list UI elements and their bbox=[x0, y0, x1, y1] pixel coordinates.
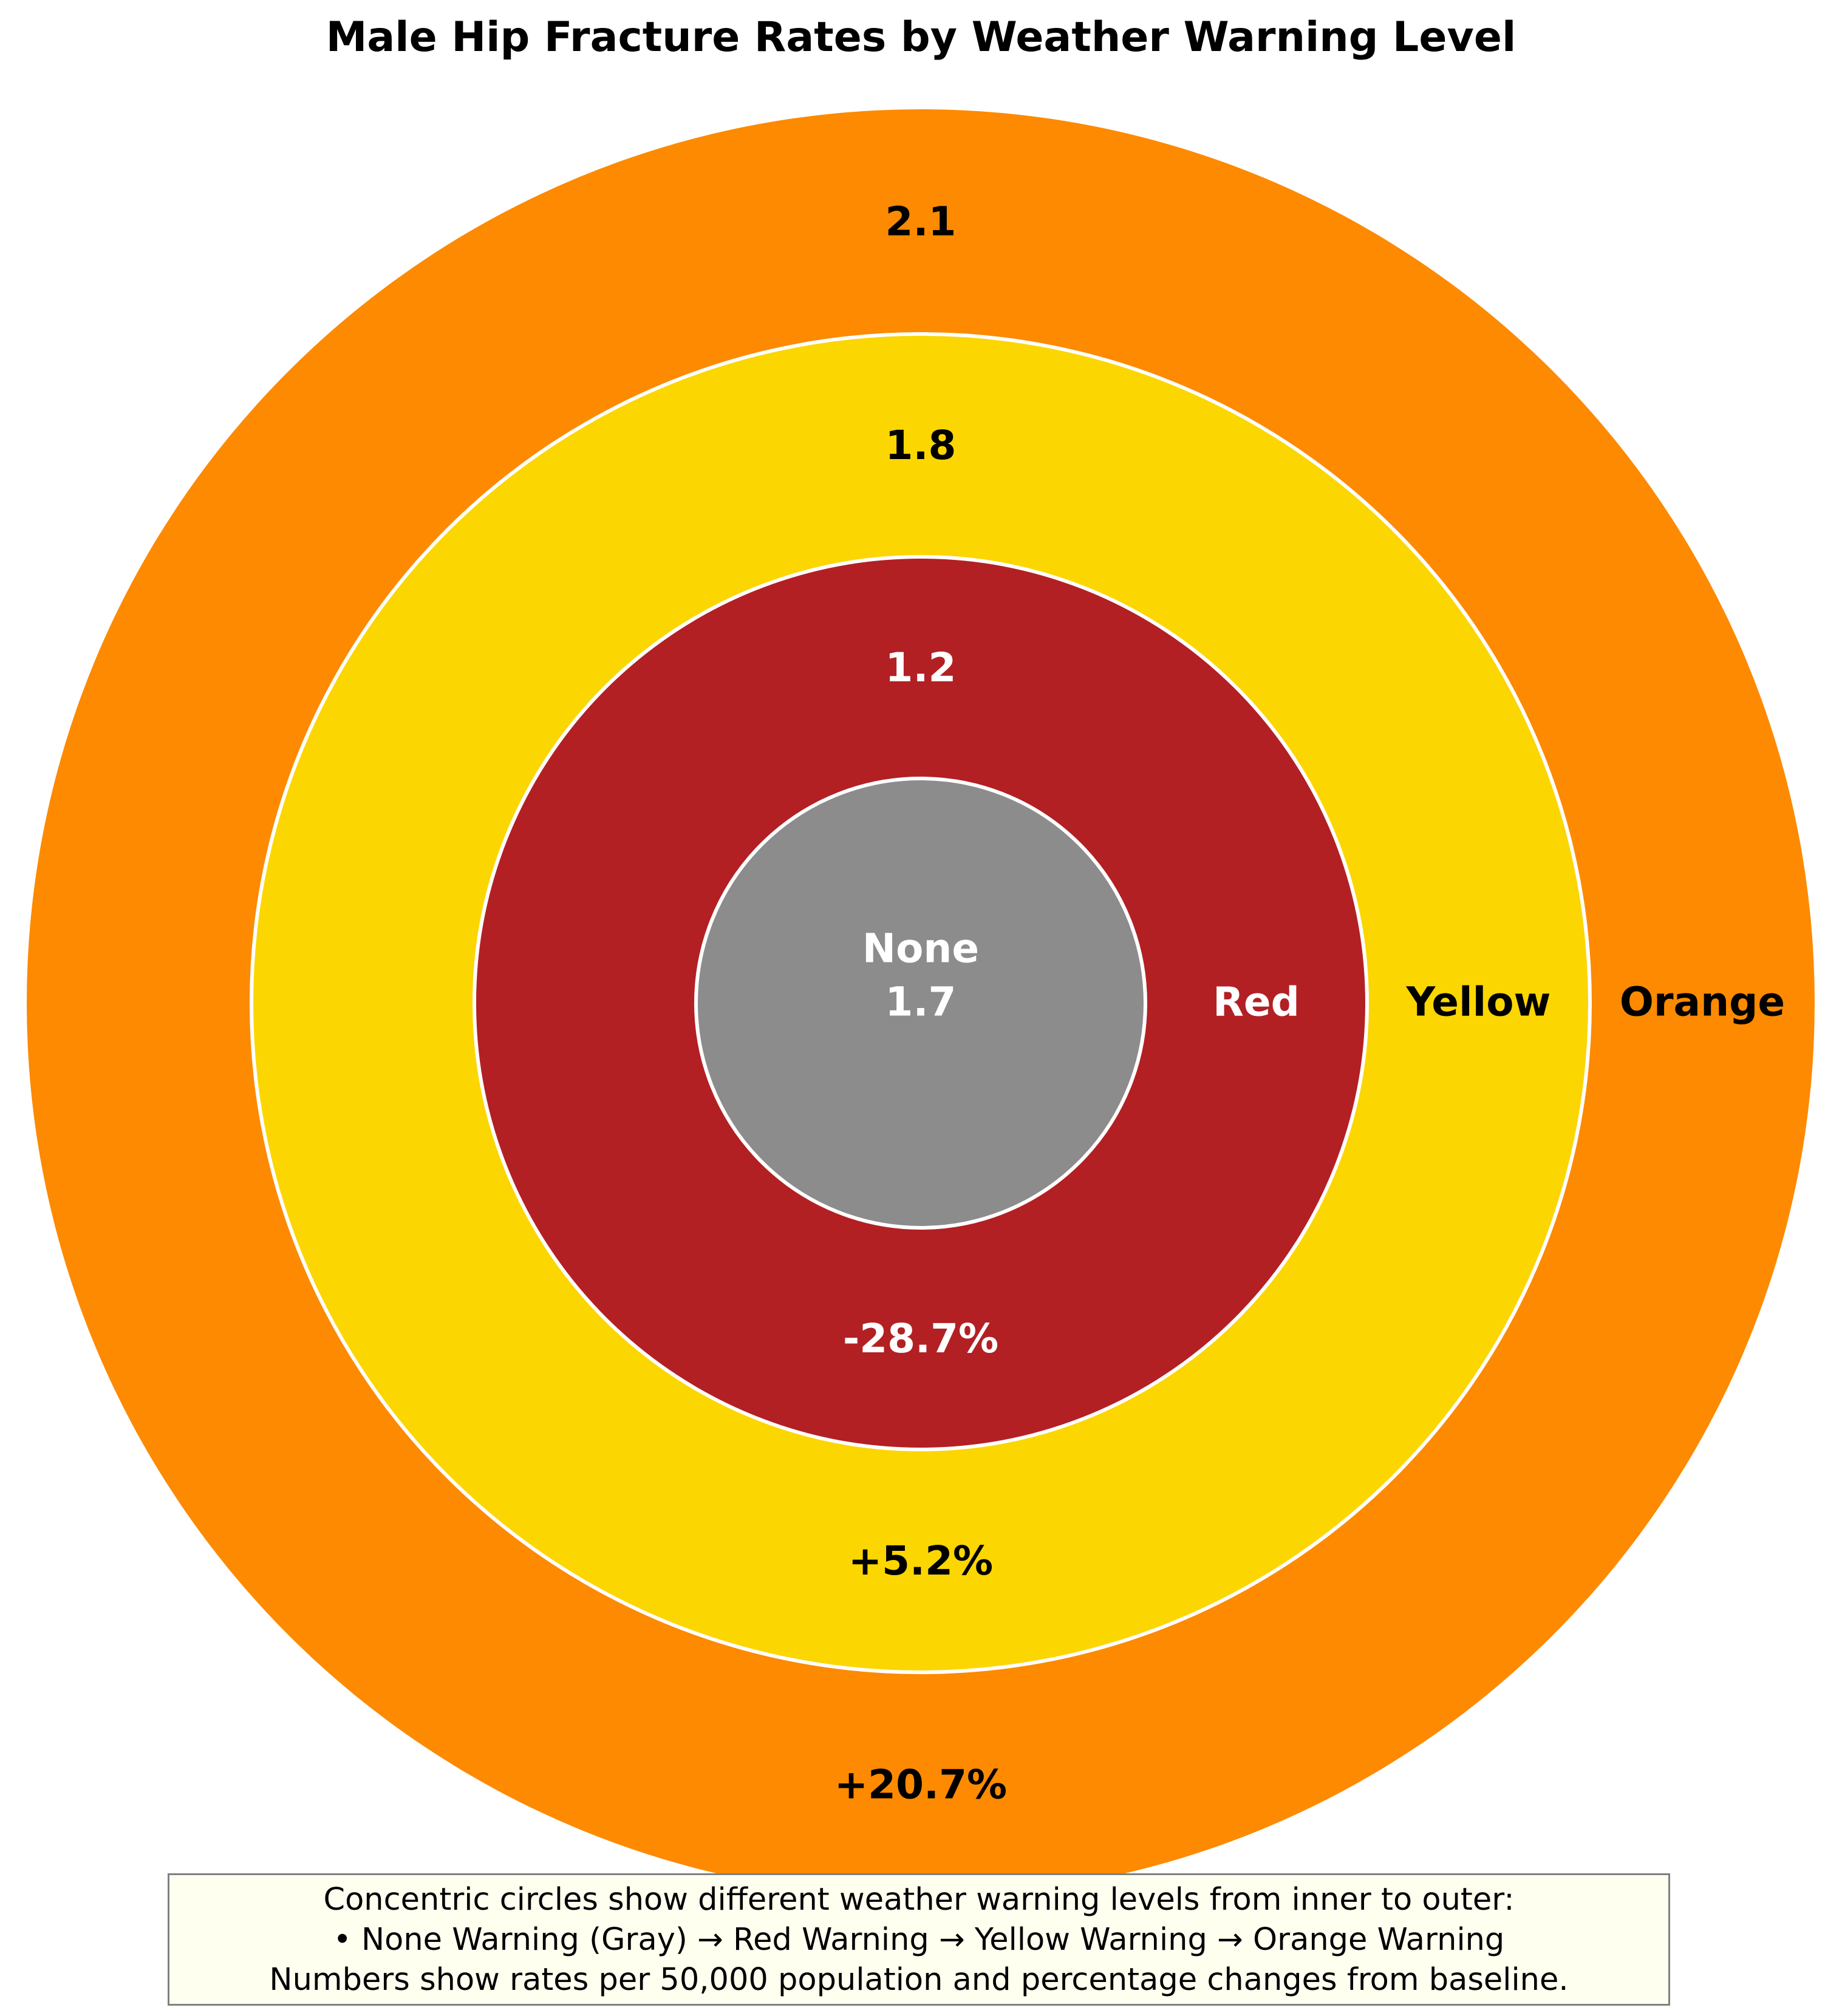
label-red-change: -28.7% bbox=[843, 1315, 998, 1362]
label-orange-rate: 2.1 bbox=[885, 199, 957, 245]
chart-title: Male Hip Fracture Rates by Weather Warni… bbox=[326, 13, 1516, 61]
rings-layer bbox=[27, 109, 1815, 1897]
label-yellow-rate: 1.8 bbox=[885, 422, 957, 469]
label-yellow-change: +5.2% bbox=[848, 1538, 993, 1584]
label-orange-name: Orange bbox=[1620, 979, 1785, 1026]
label-yellow-name: Yellow bbox=[1405, 979, 1550, 1026]
explanation-note-box: Concentric circles show different weathe… bbox=[168, 1873, 1670, 2006]
note-line-2: • None Warning (Gray) → Red Warning → Ye… bbox=[333, 1922, 1505, 1958]
label-red-name: Red bbox=[1213, 979, 1300, 1026]
labels-layer: None 1.7 1.2 -28.7% Red 1.8 +5.2% Yellow 2.1 +20.… bbox=[834, 199, 1785, 1808]
note-line-3: Numbers show rates per 50,000 population… bbox=[269, 1962, 1569, 1998]
note-line-1: Concentric circles show different weathe… bbox=[323, 1882, 1515, 1918]
label-orange-change: +20.7% bbox=[834, 1762, 1007, 1808]
ring-none bbox=[694, 777, 1147, 1230]
label-none-rate: 1.7 bbox=[885, 979, 957, 1026]
label-red-rate: 1.2 bbox=[885, 644, 957, 691]
label-none-name: None bbox=[862, 925, 979, 972]
